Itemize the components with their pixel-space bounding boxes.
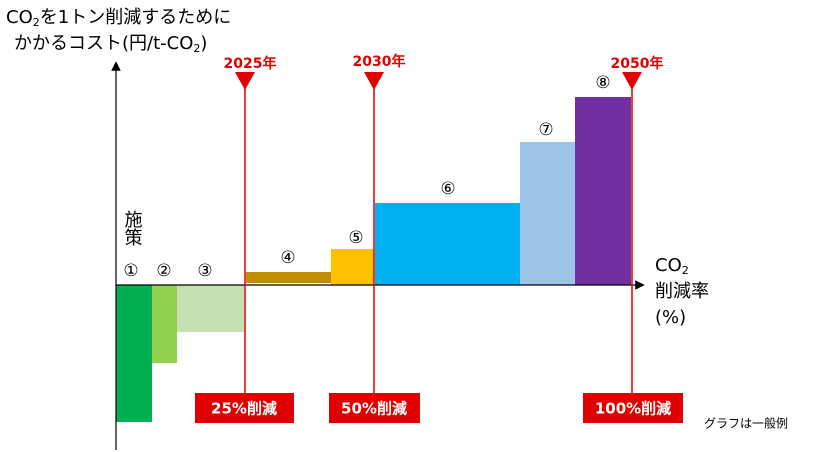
subscript: 2 — [33, 16, 40, 29]
milestone-marker — [235, 72, 255, 90]
year-label: 2050年 — [611, 55, 664, 72]
reduction-box — [583, 393, 683, 423]
measure-number: ⑥ — [440, 179, 455, 199]
measure-number: ⑤ — [348, 228, 363, 248]
measure-number: ⑦ — [538, 120, 553, 140]
measure-label: 施策 — [122, 210, 143, 246]
reduction-box — [195, 393, 294, 423]
bar-2 — [152, 285, 177, 363]
text: ) — [200, 33, 207, 54]
milestone-marker — [364, 72, 384, 90]
x-axis-title: 削減率 — [655, 281, 709, 302]
year-label: 2025年 — [224, 55, 277, 72]
reduction-label: 25%削減 — [211, 400, 277, 418]
reduction-label: 50%削減 — [341, 400, 407, 418]
year-label: 2030年 — [353, 53, 406, 70]
measure-number: ③ — [197, 261, 212, 281]
text: CO — [655, 255, 682, 276]
x-axis-title: (%) — [655, 307, 686, 328]
bar-5 — [331, 249, 374, 285]
text: を1トン削減するために — [40, 7, 231, 28]
bar-1 — [116, 285, 152, 422]
bar-4 — [246, 272, 331, 283]
measure-number: ④ — [280, 248, 295, 268]
bar-6 — [375, 203, 520, 285]
subscript: 2 — [682, 264, 689, 277]
reduction-box — [329, 393, 420, 423]
text: かかるコスト(円/t-CO — [14, 33, 193, 54]
measure-number: ② — [156, 261, 171, 281]
note: グラフは一般例 — [704, 416, 788, 431]
subscript: 2 — [193, 42, 200, 55]
x-axis-title: CO2 — [655, 255, 689, 277]
bar-8 — [575, 97, 631, 285]
y-axis-title: CO2を1トン削減するために — [6, 7, 231, 29]
milestone-marker — [622, 72, 642, 90]
measure-number: ⑧ — [595, 73, 610, 93]
text: CO — [6, 7, 33, 28]
y-axis-title: かかるコスト(円/t-CO2) — [14, 33, 207, 55]
reduction-label: 100%削減 — [595, 400, 671, 418]
bar-7 — [520, 142, 575, 285]
measure-number: ① — [123, 261, 138, 281]
bar-3 — [177, 285, 244, 332]
